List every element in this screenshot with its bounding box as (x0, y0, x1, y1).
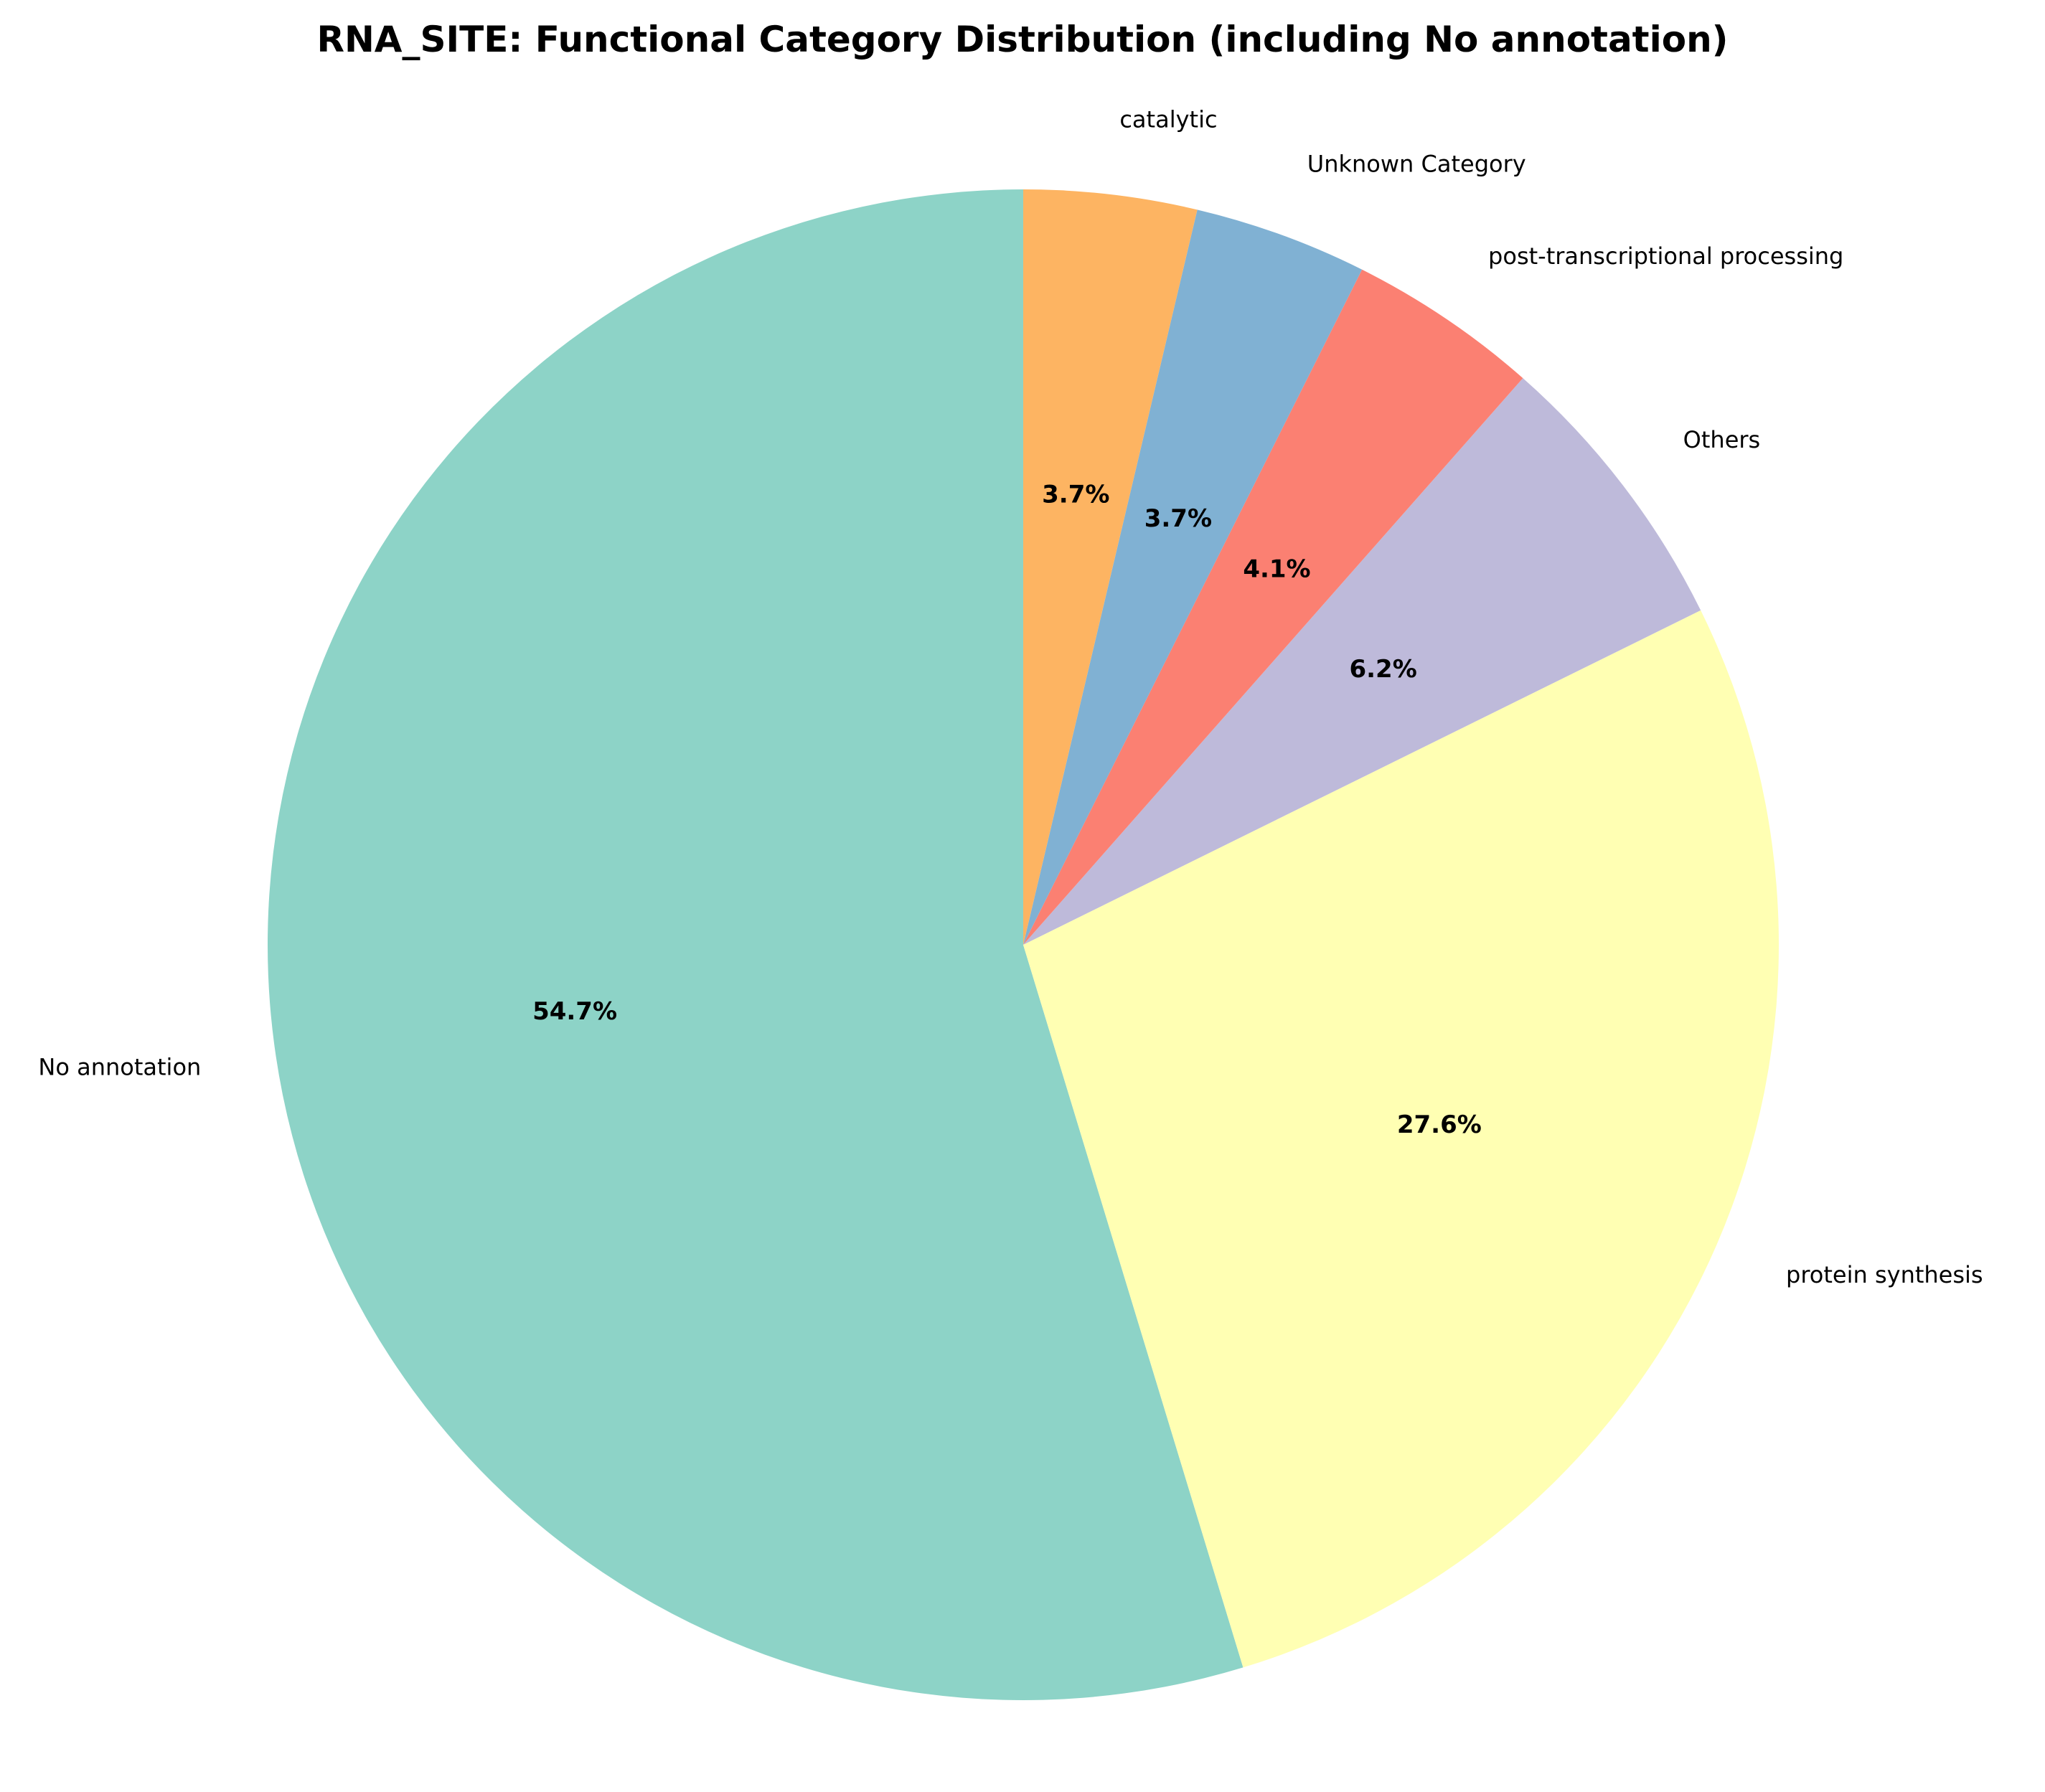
pct-label-others: 6.2% (1349, 655, 1416, 684)
slice-label-unknown-category: Unknown Category (1307, 150, 1526, 177)
pie-slice-no-annotation (267, 189, 1244, 1701)
slice-label-others: Others (1683, 426, 1761, 453)
pie-slice-protein-synthesis (1023, 610, 1779, 1668)
pct-label-no-annotation: 54.7% (532, 997, 617, 1026)
percent-labels: 54.7% 27.6% 6.2% 4.1% 3.7% 3.7% (532, 480, 1482, 1138)
slice-label-no-annotation: No annotation (38, 1053, 201, 1080)
pie-slices (267, 189, 1779, 1701)
chart-title: RNA_SITE: Functional Category Distributi… (316, 19, 1728, 60)
slice-label-catalytic: catalytic (1119, 106, 1217, 133)
pie-slice-post-transcriptional-processing (1023, 269, 1523, 945)
pie-slice-unknown-category (1023, 209, 1363, 945)
slice-label-protein-synthesis: protein synthesis (1786, 1261, 1983, 1288)
slice-label-post-transcriptional-processing: post-transcriptional processing (1488, 242, 1843, 270)
pct-label-unknown-category: 3.7% (1144, 504, 1212, 533)
pct-label-catalytic: 3.7% (1042, 480, 1109, 509)
slice-labels: No annotation protein synthesis Others post… (38, 106, 1983, 1288)
pie-slice-catalytic (1023, 189, 1198, 945)
pct-label-protein-synthesis: 27.6% (1397, 1110, 1482, 1139)
pct-label-post-transcriptional-processing: 4.1% (1243, 555, 1310, 583)
pie-slice-others (1023, 378, 1701, 945)
